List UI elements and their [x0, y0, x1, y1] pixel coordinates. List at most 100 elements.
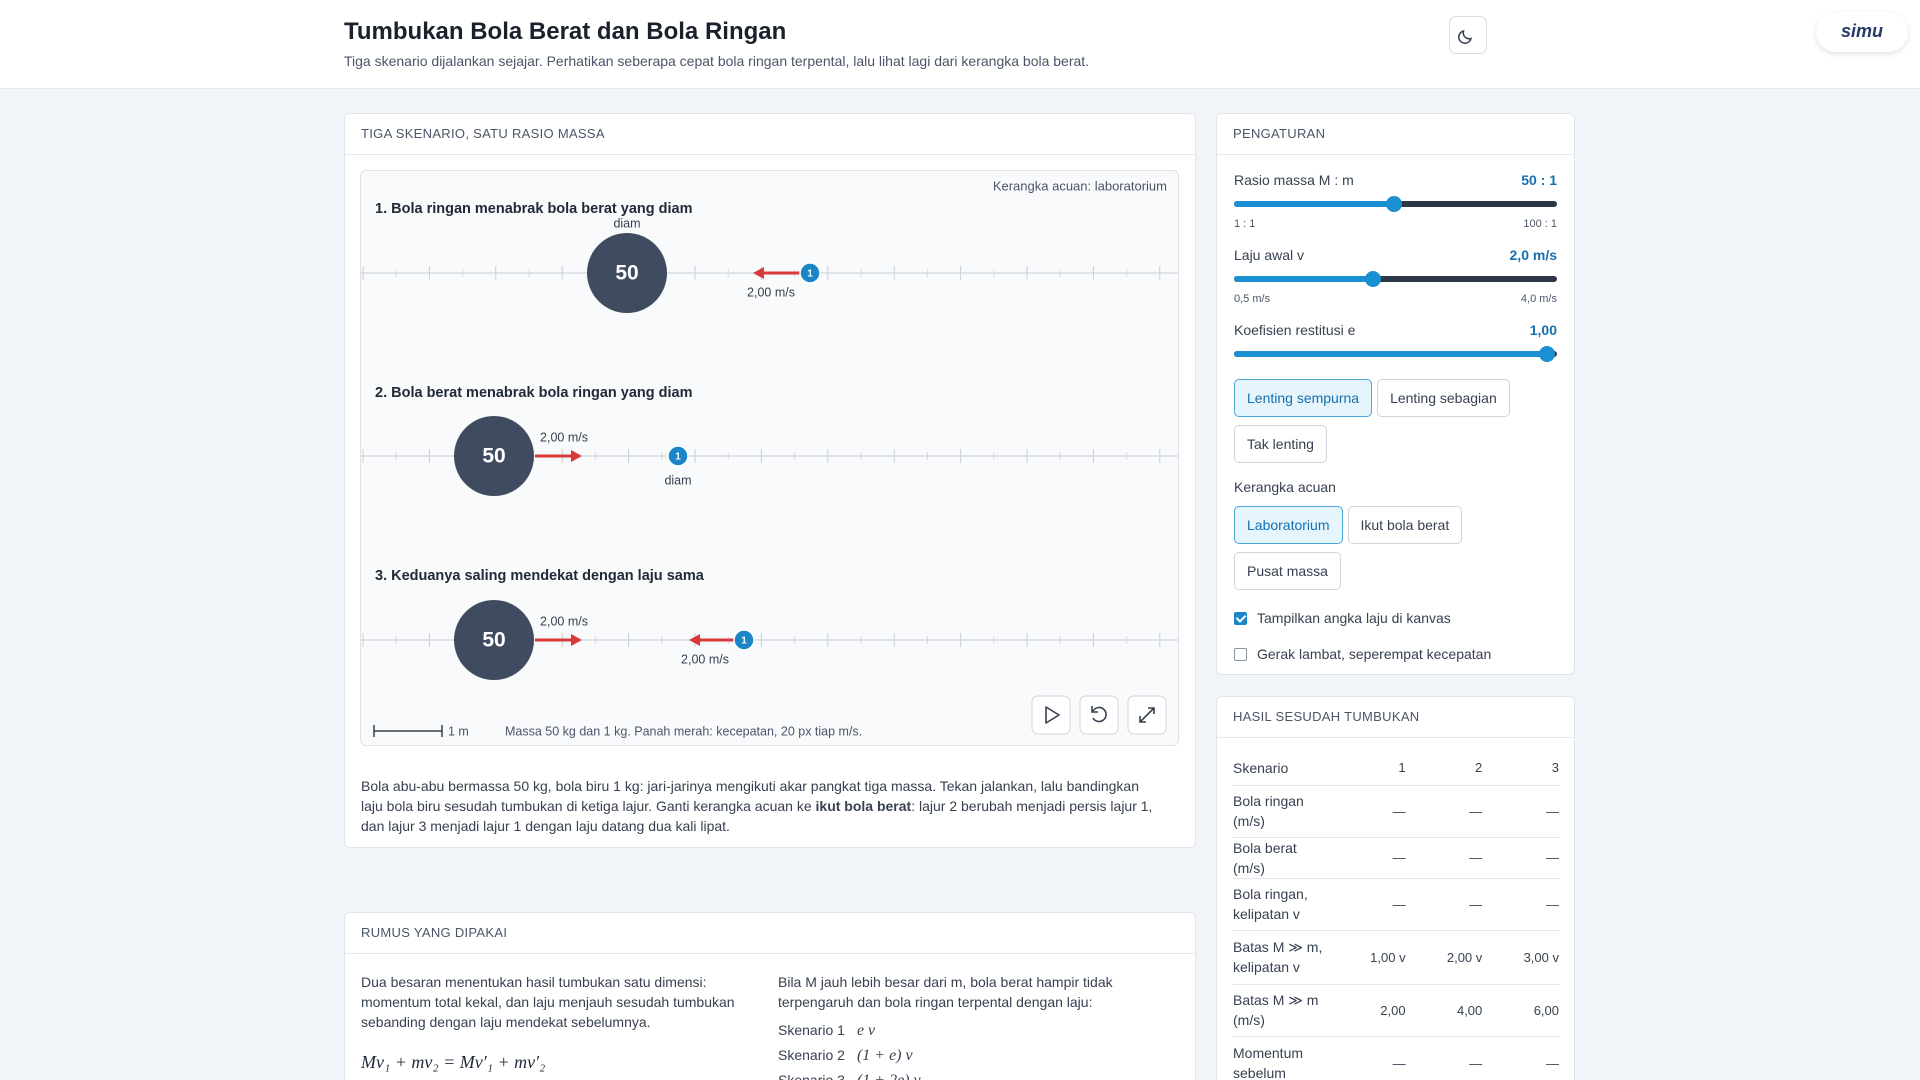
heavy-mass: 50	[482, 629, 505, 652]
light-ball	[799, 262, 821, 284]
light-label: diam	[664, 473, 691, 487]
slider-label: Laju awal v	[1234, 247, 1305, 263]
row-label: Bola ringan, kelipatan v	[1233, 878, 1329, 931]
result-value: —	[1405, 878, 1483, 931]
momentum-equation: Mv₁ + mv₂ = Mv′₁ + mv′₂	[361, 1052, 546, 1072]
column-header: Skenario	[1233, 751, 1329, 786]
slider[interactable]	[1234, 271, 1557, 287]
reset-button[interactable]	[1079, 695, 1119, 735]
result-value: —	[1328, 878, 1406, 931]
app-header: Tumbukan Bola Berat dan Bola Ringan Tiga…	[0, 0, 1920, 89]
slider-min: 1 : 1	[1234, 218, 1256, 230]
play-button[interactable]	[1031, 695, 1071, 735]
preset-button[interactable]: Lenting sempurna	[1234, 379, 1373, 417]
result-value: 2,00	[1328, 984, 1406, 1037]
arrow-head	[689, 634, 700, 646]
formula-label: Skenario 3	[778, 1072, 845, 1080]
panel-heading: TIGA SKENARIO, SATU RASIO MASSA	[345, 114, 1195, 155]
column-header: 3	[1482, 751, 1559, 786]
table-row: Bola ringan (m/s) — — —	[1233, 785, 1559, 838]
description-text: : lajur 2 berubah menjadi persis lajur 1…	[361, 798, 1153, 834]
slider-value: 2,0 m/s	[1509, 247, 1557, 263]
frame-button[interactable]: Ikut bola berat	[1347, 506, 1463, 544]
checkbox[interactable]	[1234, 611, 1247, 625]
theme-toggle[interactable]	[1449, 16, 1487, 54]
heavy-label: 2,00 m/s	[540, 614, 588, 628]
formula-row: Skenario 1 e v	[778, 1020, 1148, 1045]
result-value: —	[1482, 1036, 1559, 1080]
checkbox-label: Tampilkan angka laju di kanvas	[1257, 610, 1451, 626]
result-value: —	[1482, 785, 1559, 838]
formula-intro: Dua besaran menentukan hasil tumbukan sa…	[361, 974, 735, 1030]
frame-button[interactable]: Laboratorium	[1234, 506, 1343, 544]
checkbox-row[interactable]: Gerak lambat, seperempat kecepatan	[1234, 646, 1557, 662]
logo[interactable]: simu	[1816, 12, 1908, 52]
result-value: —	[1328, 785, 1406, 838]
light-mass: 1	[741, 636, 747, 647]
row-label: Batas M ≫ m, kelipatan v	[1233, 930, 1329, 985]
frame-buttons: Laboratorium Ikut bola beratPusat massa	[1234, 506, 1534, 598]
formula-limit-text: Bila M jauh lebih besar dari m, bola ber…	[778, 974, 1113, 1010]
canvas-caption: Massa 50 kg dan 1 kg. Panah merah: kecep…	[505, 724, 862, 738]
light-label: 2,00 m/s	[747, 285, 795, 299]
panel-heading: HASIL SESUDAH TUMBUKAN	[1217, 697, 1574, 738]
lane-title: 3. Keduanya saling mendekat dengan laju …	[375, 568, 705, 584]
slider-max: 100 : 1	[1523, 218, 1557, 230]
frame-button[interactable]: Pusat massa	[1234, 552, 1341, 590]
row-label: Bola ringan (m/s)	[1233, 785, 1329, 838]
formulas-panel: RUMUS YANG DIPAKAI	[344, 912, 1196, 1080]
fullscreen-button[interactable]	[1127, 695, 1167, 735]
settings-panel: PENGATURAN Rasio massa M : m 50 : 1 1 : 1…	[1216, 113, 1575, 675]
results-panel: HASIL SESUDAH TUMBUKAN Skenario 1 2 3 Bola r…	[1216, 696, 1575, 1080]
frame-heading: Kerangka acuan	[1234, 479, 1336, 495]
heavy-mass: 50	[482, 445, 505, 468]
settings-body: Rasio massa M : m 50 : 1 1 : 1 100 : 1 Laj…	[1217, 172, 1574, 662]
slider-max: 4,0 m/s	[1520, 293, 1557, 305]
formula-expression: (1 + e) v	[856, 1047, 913, 1064]
heavy-ball	[454, 600, 534, 680]
arrow-head	[571, 634, 582, 646]
result-value: —	[1482, 837, 1559, 879]
formula-expression: e v	[856, 1022, 876, 1039]
result-value: —	[1405, 785, 1483, 838]
results-table: Skenario 1 2 3 Bola ringan (m/s) — — — Bola bera…	[1233, 751, 1559, 1080]
slider[interactable]	[1234, 346, 1557, 362]
result-value: —	[1328, 837, 1406, 879]
frame-label: Kerangka acuan: laboratorium	[993, 178, 1167, 193]
slider-group: Laju awal v 2,0 m/s 0,5 m/s 4,0 m/s	[1234, 247, 1557, 305]
table-header-row: Skenario 1 2 3	[1233, 751, 1559, 786]
restitution-buttons: Lenting sempurna Lenting sebagian Tak lent…	[1234, 379, 1564, 471]
heavy-ball	[454, 416, 534, 496]
arrow-head	[753, 267, 764, 279]
description-text: Bola abu-abu bermassa 50 kg, bola biru 1…	[361, 778, 1139, 814]
slider-min: 0,5 m/s	[1234, 293, 1271, 305]
slider-group: Koefisien restitusi e 1,00	[1234, 322, 1557, 362]
checkbox[interactable]	[1234, 647, 1247, 661]
result-value: 2,00 v	[1405, 930, 1483, 985]
table-row: Batas M ≫ m (m/s) 2,00 4,00 6,00	[1233, 984, 1559, 1037]
light-mass: 1	[675, 452, 681, 463]
slider[interactable]	[1234, 196, 1557, 212]
slider-value: 1,00	[1529, 322, 1557, 338]
panel-heading: PENGATURAN	[1217, 114, 1574, 155]
formula-label: Skenario 2	[778, 1047, 845, 1063]
checkbox-row[interactable]: Tampilkan angka laju di kanvas	[1234, 610, 1557, 626]
light-mass: 1	[807, 269, 813, 280]
result-value: —	[1405, 837, 1483, 879]
description: Bola abu-abu bermassa 50 kg, bola biru 1…	[361, 776, 1161, 836]
result-value: —	[1328, 1036, 1406, 1080]
preset-button[interactable]: Tak lenting	[1234, 425, 1327, 463]
heavy-label: 2,00 m/s	[540, 430, 588, 444]
formula-row: Skenario 3 (1 + 2e) v	[778, 1070, 1148, 1080]
column-header: 2	[1405, 751, 1483, 786]
table-row: Bola ringan, kelipatan v — — —	[1233, 878, 1559, 931]
heavy-label: diam	[613, 216, 640, 230]
slider-label: Rasio massa M : m	[1234, 172, 1354, 188]
heavy-mass: 50	[615, 262, 638, 285]
row-label: Momentum sebelum	[1233, 1036, 1329, 1080]
arrow-head	[571, 450, 582, 462]
preset-button[interactable]: Lenting sebagian	[1377, 379, 1510, 417]
